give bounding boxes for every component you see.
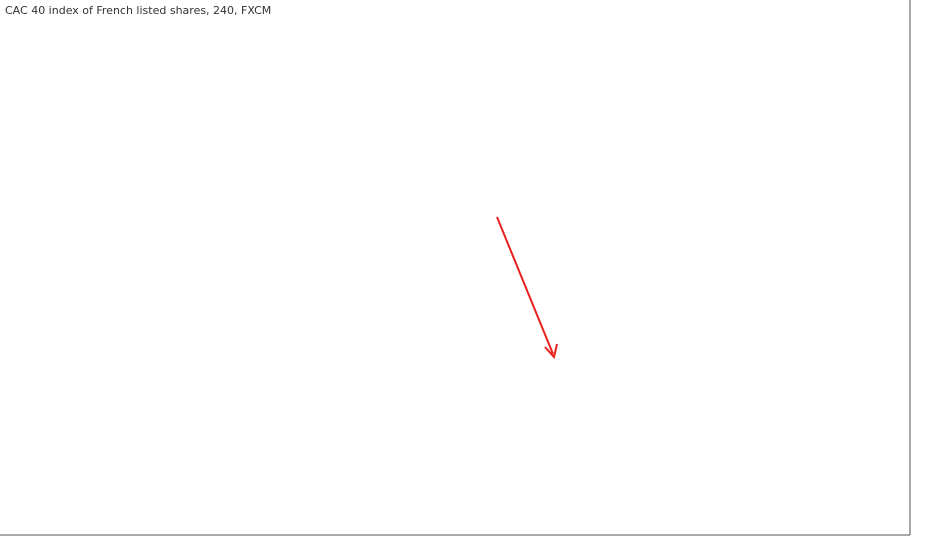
chart-title: CAC 40 index of French listed shares, 24…	[5, 4, 271, 17]
arrow-shaft	[496, 216, 554, 355]
forecast-arrow	[496, 216, 558, 360]
arrow-head	[544, 343, 558, 360]
